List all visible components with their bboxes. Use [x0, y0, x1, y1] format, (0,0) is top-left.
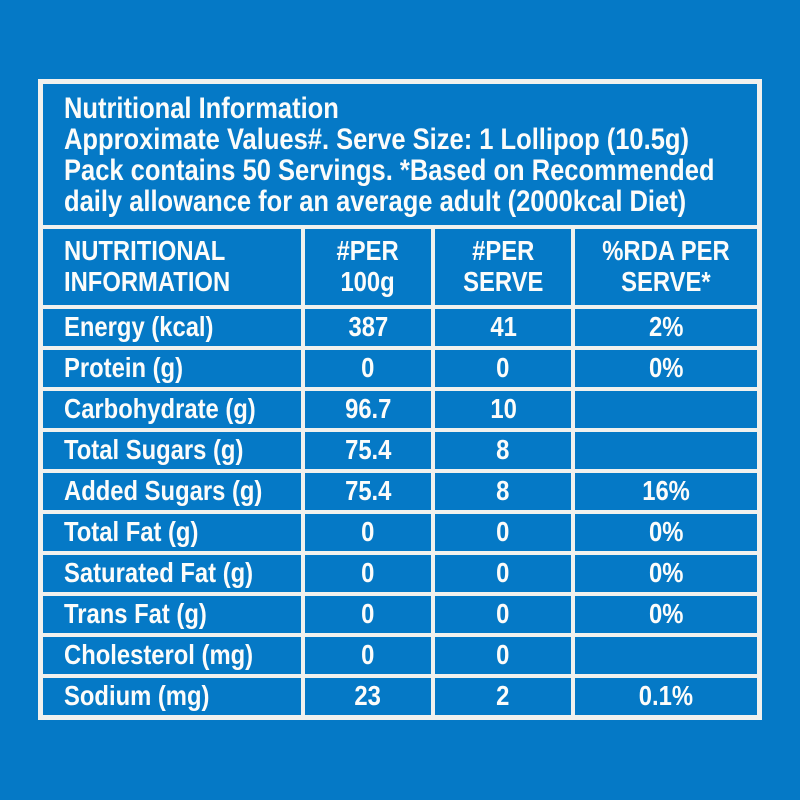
value-per-100g: 0 — [304, 514, 432, 551]
column-header-rda-per-serve: %RDA PER SERVE* — [575, 229, 757, 305]
row-label: Added Sugars (g) — [43, 473, 301, 510]
label-header: Nutritional Information Approximate Valu… — [43, 84, 757, 225]
header-serve-size-text: Approximate Values#. Serve Size: 1 Lolli… — [64, 123, 689, 156]
row-label: Protein (g) — [43, 350, 301, 387]
row-label: Saturated Fat (g) — [43, 555, 301, 592]
value-rda-per-serve: 2% — [575, 309, 757, 346]
value-rda-per-serve: 0% — [575, 350, 757, 387]
value-per-100g: 0 — [304, 637, 432, 674]
value-rda-per-serve: 16% — [575, 473, 757, 510]
value-rda-per-serve: 0.1% — [575, 678, 757, 715]
header-servings-text: Pack contains 50 Servings. *Based on Rec… — [64, 154, 715, 187]
value-per-serve: 0 — [435, 514, 572, 551]
column-header-per-serve: #PER SERVE — [435, 229, 572, 305]
value-per-100g: 96.7 — [304, 391, 432, 428]
header-allowance-text: daily allowance for an average adult (20… — [64, 185, 687, 218]
value-per-serve: 0 — [435, 637, 572, 674]
value-per-serve: 8 — [435, 432, 572, 469]
nutrition-label-box: Nutritional Information Approximate Valu… — [38, 79, 762, 720]
header-allowance-line: daily allowance for an average adult (20… — [64, 186, 751, 217]
value-rda-per-serve — [575, 391, 757, 428]
value-per-serve: 8 — [435, 473, 572, 510]
value-per-100g: 75.4 — [304, 432, 432, 469]
row-label: Trans Fat (g) — [43, 596, 301, 633]
value-per-100g: 387 — [304, 309, 432, 346]
value-per-serve: 10 — [435, 391, 572, 428]
row-label: Energy (kcal) — [43, 309, 301, 346]
value-per-serve: 41 — [435, 309, 572, 346]
header-title-line: Nutritional Information — [64, 93, 751, 124]
value-per-100g: 75.4 — [304, 473, 432, 510]
value-per-100g: 0 — [304, 596, 432, 633]
value-rda-per-serve: 0% — [575, 514, 757, 551]
value-per-100g: 0 — [304, 555, 432, 592]
header-servings-line: Pack contains 50 Servings. *Based on Rec… — [64, 155, 751, 186]
row-label: Sodium (mg) — [43, 678, 301, 715]
value-rda-per-serve — [575, 637, 757, 674]
value-per-serve: 0 — [435, 350, 572, 387]
row-label: Total Fat (g) — [43, 514, 301, 551]
value-per-serve: 0 — [435, 596, 572, 633]
value-rda-per-serve: 0% — [575, 596, 757, 633]
row-label: Carbohydrate (g) — [43, 391, 301, 428]
value-per-serve: 0 — [435, 555, 572, 592]
value-rda-per-serve — [575, 432, 757, 469]
column-header-nutritional-information: NUTRITIONAL INFORMATION — [43, 229, 301, 305]
column-header-per-100g: #PER 100g — [304, 229, 432, 305]
header-title-text: Nutritional Information — [64, 92, 339, 125]
row-label: Cholesterol (mg) — [43, 637, 301, 674]
header-serve-size-line: Approximate Values#. Serve Size: 1 Lolli… — [64, 124, 751, 155]
value-per-serve: 2 — [435, 678, 572, 715]
value-per-100g: 23 — [304, 678, 432, 715]
value-rda-per-serve: 0% — [575, 555, 757, 592]
nutrition-table: NUTRITIONAL INFORMATION #PER 100g #PER S… — [43, 225, 757, 715]
value-per-100g: 0 — [304, 350, 432, 387]
row-label: Total Sugars (g) — [43, 432, 301, 469]
